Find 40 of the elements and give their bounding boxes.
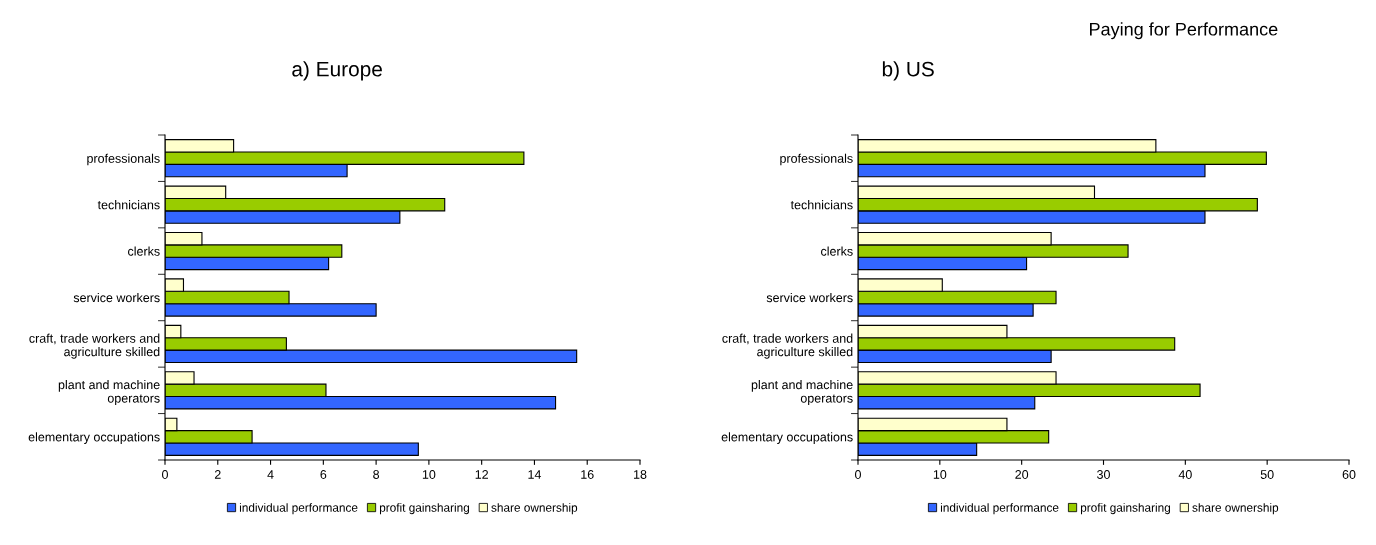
y-tick-label: clerks — [821, 246, 853, 256]
x-tick-label: 16 — [581, 470, 594, 479]
legend-label: individual performance — [239, 503, 358, 515]
x-tick-label: 8 — [373, 470, 380, 479]
x-tick-label: 10 — [933, 470, 947, 479]
text: Paying for Performance — [1090, 22, 1278, 40]
legend-label: share ownership — [491, 503, 578, 515]
x-tick-label: 20 — [1015, 470, 1029, 479]
chart-title: a) Europe — [292, 61, 382, 81]
y-tick-label: professionals — [780, 153, 853, 166]
x-tick-label: 2 — [214, 470, 221, 479]
legend-label: profit gainsharing — [1080, 503, 1170, 515]
y-tick-label: elementary occupations — [28, 432, 160, 444]
y-tick-label: elementary occupations — [721, 432, 853, 444]
y-tick-label: technicians — [97, 200, 160, 210]
y-tick-label: professionals — [87, 153, 160, 166]
y-tick-label: service workers — [73, 292, 160, 303]
x-tick-label: 60 — [1342, 470, 1356, 479]
x-tick-label: 6 — [320, 470, 327, 479]
x-tick-label: 50 — [1260, 470, 1274, 479]
x-tick-label: 0 — [162, 470, 168, 479]
y-tick-label: plant and machine operators — [751, 380, 853, 406]
y-tick-label: clerks — [128, 246, 160, 256]
x-tick-label: 40 — [1178, 470, 1192, 479]
x-tick-label: 4 — [267, 470, 274, 479]
x-tick-label: 14 — [528, 470, 542, 479]
y-tick-label: craft, trade workers and agriculture skilled — [29, 333, 160, 359]
legend-label: individual performance — [940, 503, 1059, 515]
y-tick-label: technicians — [790, 200, 853, 210]
x-tick-label: 0 — [855, 470, 861, 479]
legend-label: profit gainsharing — [379, 503, 469, 515]
x-tick-label: 12 — [475, 470, 488, 479]
x-tick-label: 18 — [634, 470, 647, 479]
y-tick-label: craft, trade workers and agriculture skilled — [722, 333, 853, 359]
legend-label: share ownership — [1192, 503, 1279, 515]
chart-title: b) US — [882, 61, 934, 81]
y-tick-label: service workers — [766, 292, 853, 303]
x-tick-label: 10 — [422, 470, 436, 479]
x-tick-label: 30 — [1097, 470, 1110, 479]
y-tick-label: plant and machine operators — [58, 380, 160, 406]
